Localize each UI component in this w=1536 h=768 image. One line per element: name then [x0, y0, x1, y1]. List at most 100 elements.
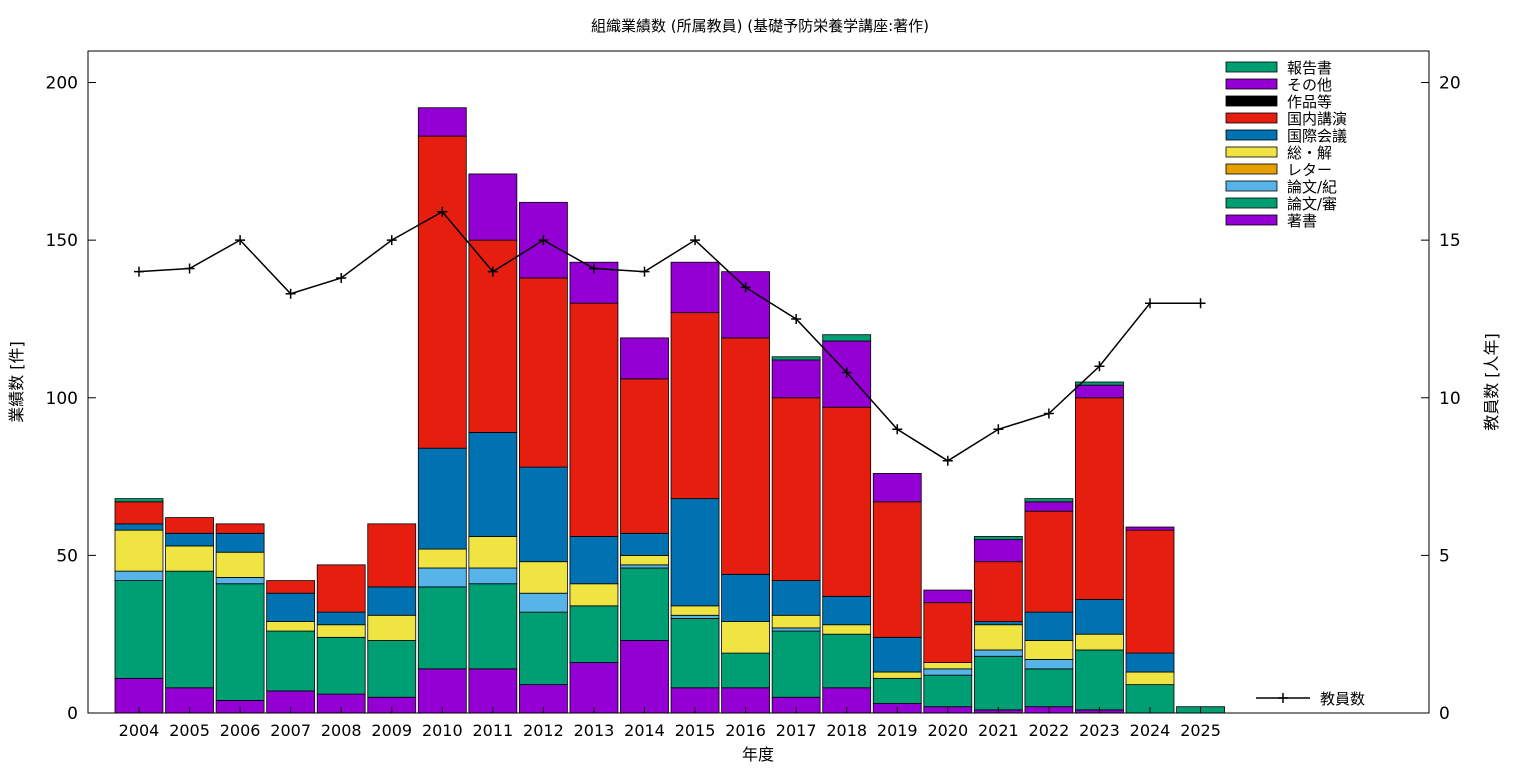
bar-2006-series-5 — [215, 532, 265, 553]
x-tick-label: 2018 — [826, 721, 867, 740]
x-tick-label: 2021 — [978, 721, 1019, 740]
line-point-2015 — [690, 235, 701, 246]
line-point-2012 — [538, 235, 549, 246]
y-tick-label: 150 — [46, 231, 78, 251]
x-tick-label: 2008 — [321, 721, 362, 740]
bar-2018-series-6 — [822, 406, 872, 597]
line-point-2021 — [993, 424, 1004, 435]
faculty-count-line — [138, 210, 1201, 462]
legend-label: 総・解 — [1287, 144, 1332, 162]
bar-2004-series-4 — [114, 529, 164, 572]
line-point-2022 — [1043, 408, 1054, 419]
bar-2017-series-4 — [771, 614, 821, 629]
bar-2015-series-1 — [670, 618, 720, 689]
line-point-2014 — [639, 266, 650, 277]
legend-label: 報告書 — [1287, 59, 1332, 77]
bar-2011-series-5 — [468, 432, 518, 537]
bar-2014-series-2 — [620, 564, 669, 569]
bar-2005-series-6 — [165, 517, 214, 534]
bar-2014-series-8 — [620, 337, 669, 380]
line-point-2019 — [892, 424, 903, 435]
bar-2014-series-6 — [620, 378, 669, 534]
bar-2009-series-4 — [367, 614, 417, 641]
bar-2010-series-2 — [417, 567, 467, 588]
bar-2010-series-4 — [417, 548, 467, 569]
bar-2021-series-2 — [973, 649, 1023, 657]
x-tick-label: 2017 — [776, 721, 817, 740]
bar-2007-series-4 — [266, 621, 316, 632]
bar-2021-series-6 — [973, 561, 1023, 622]
bar-2004-series-2 — [114, 570, 164, 582]
bar-2006-series-1 — [215, 583, 265, 701]
bar-2008-series-5 — [316, 611, 366, 626]
bar-2023-series-8 — [1075, 384, 1124, 399]
y-tick-label: 50 — [56, 546, 78, 566]
bar-2009-series-6 — [367, 523, 417, 588]
bar-2017-series-9 — [771, 356, 821, 361]
line-point-2011 — [487, 266, 498, 277]
x-tick-label: 2009 — [371, 721, 412, 740]
bar-2024-series-8 — [1125, 526, 1175, 531]
x-tick-label: 2014 — [624, 721, 665, 740]
bar-2016-series-6 — [721, 337, 770, 575]
line-point-2013 — [588, 263, 599, 274]
legend-swatch-8 — [1225, 78, 1278, 90]
y2-tick-label: 0 — [1439, 704, 1450, 724]
bar-2022-series-9 — [1024, 498, 1074, 503]
bar-2019-series-4 — [872, 671, 922, 679]
y-axis-label: 業績数 [件] — [7, 341, 26, 423]
bar-2013-series-0 — [569, 662, 619, 714]
line-point-2006 — [235, 235, 246, 246]
line-point-2007 — [285, 288, 296, 299]
line-legend: 教員数 — [1256, 690, 1365, 708]
bar-2021-series-5 — [973, 621, 1023, 626]
bar-2008-series-1 — [316, 636, 366, 695]
legend-label: 国内講演 — [1287, 110, 1347, 128]
bar-2019-series-8 — [872, 473, 922, 503]
bar-2014-series-0 — [620, 640, 669, 714]
y2-axis-ticks: 0 5 10 15 20 — [1421, 74, 1461, 724]
bar-2007-series-1 — [266, 630, 316, 692]
x-tick-label: 2020 — [927, 721, 968, 740]
x-tick-label: 2016 — [725, 721, 766, 740]
bar-2023-series-4 — [1075, 633, 1124, 651]
legend-swatch-5 — [1225, 129, 1278, 141]
bar-2009-series-1 — [367, 640, 417, 698]
line-legend-label: 教員数 — [1320, 690, 1365, 708]
bar-2004-series-1 — [114, 580, 164, 679]
bar-2010-series-5 — [417, 447, 467, 550]
bar-2014-series-4 — [620, 554, 669, 566]
bar-2015-series-5 — [670, 498, 720, 607]
bar-2022-series-2 — [1024, 659, 1074, 670]
bar-2019-series-5 — [872, 636, 922, 673]
x-tick-label: 2015 — [675, 721, 716, 740]
x-tick-label: 2007 — [270, 721, 311, 740]
bar-2008-series-4 — [316, 624, 366, 638]
x-tick-label: 2012 — [523, 721, 564, 740]
bar-2021-series-4 — [973, 624, 1023, 651]
y2-axis-label: 教員数 [人年] — [1482, 333, 1501, 431]
bar-2013-series-6 — [569, 302, 619, 537]
y-tick-label: 0 — [67, 704, 78, 724]
bar-2006-series-2 — [215, 577, 265, 585]
bar-2017-series-1 — [771, 630, 821, 698]
faculty-count-markers — [134, 206, 1206, 466]
y-axis-ticks: 0 50 100 150 200 — [46, 74, 96, 724]
bar-2006-series-6 — [215, 523, 265, 534]
bar-2018-series-9 — [822, 334, 872, 342]
bar-2016-series-5 — [721, 573, 770, 622]
bar-2010-series-0 — [417, 668, 467, 714]
line-point-2004 — [134, 266, 144, 277]
bar-2005-series-4 — [165, 545, 214, 572]
bar-2014-series-5 — [620, 532, 669, 556]
x-axis-ticks: 2004 2005 2006 2007 2008 2009 2010 2011 2012 2013… — [119, 707, 1221, 740]
legend-swatch-6 — [1225, 112, 1278, 124]
bar-2013-series-4 — [569, 583, 619, 607]
y-tick-label: 200 — [46, 74, 78, 94]
bar-2004-series-6 — [114, 501, 164, 525]
bar-2017-series-5 — [771, 580, 821, 616]
bar-2013-series-5 — [569, 536, 619, 585]
bar-2015-series-6 — [670, 312, 720, 500]
line-point-2016 — [740, 282, 751, 293]
bar-2007-series-5 — [266, 592, 316, 622]
